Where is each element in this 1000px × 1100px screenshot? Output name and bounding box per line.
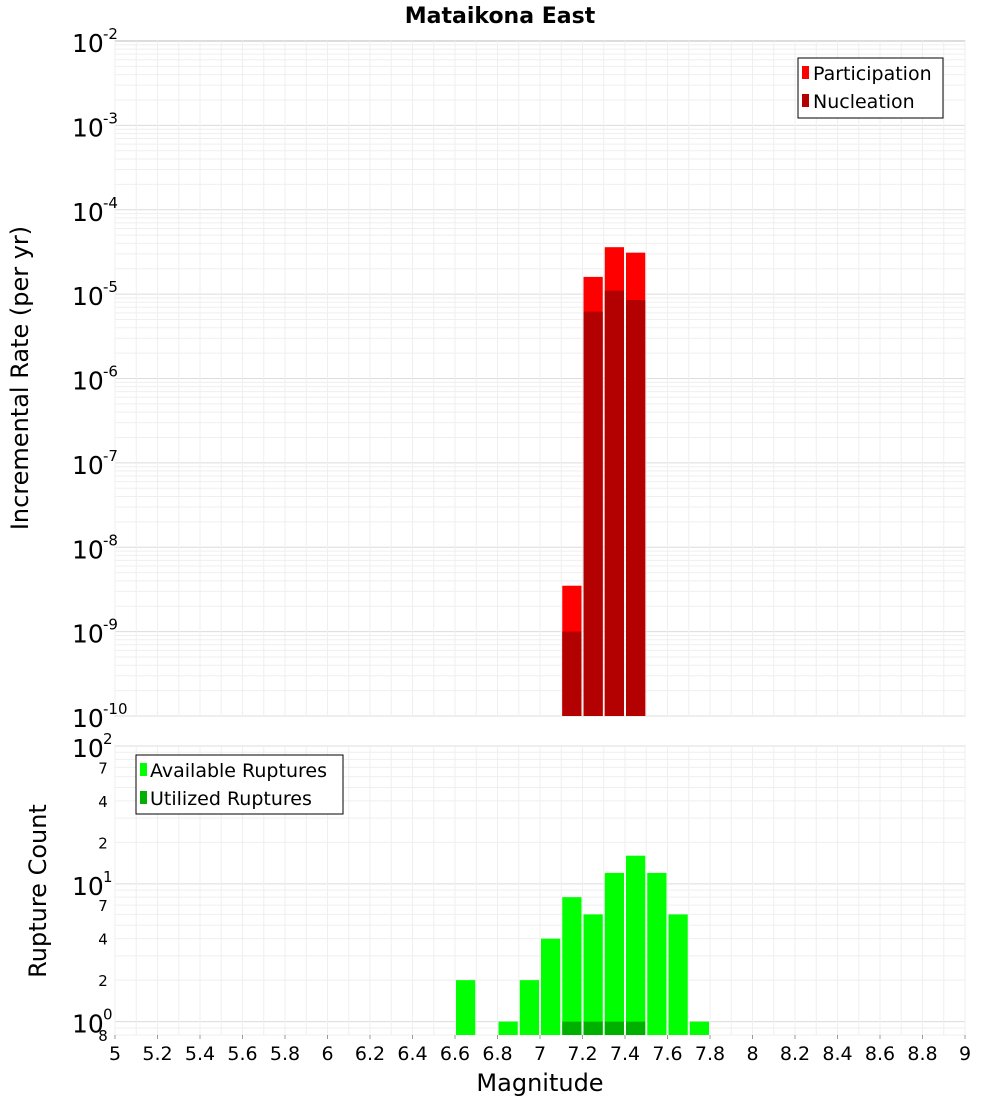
count-y-minor-tick: 7 [98, 897, 108, 915]
count-legend: Available Ruptures Utilized Ruptures [135, 754, 344, 815]
count-y-minor-tick: 7 [98, 759, 108, 777]
rate-bars [562, 247, 646, 716]
available-ruptures-bar [541, 938, 561, 1035]
utilized-ruptures-bar [562, 1021, 582, 1035]
available-ruptures-bar [689, 1021, 709, 1035]
x-tick-label: 8.4 [822, 1043, 852, 1065]
rate-legend: Participation Nucleation [797, 57, 944, 119]
count-y-tick-base: 10 [72, 734, 104, 763]
available-ruptures-bar [583, 914, 603, 1035]
available-ruptures-bar [604, 872, 624, 1035]
rate-y-tick-exponent: -10 [103, 700, 128, 718]
count-y-tick-base: 10 [72, 872, 104, 901]
utilized-ruptures-bar [626, 1021, 646, 1035]
rate-y-tick-exponent: -4 [103, 194, 118, 212]
rate-y-tick-base: 10 [72, 113, 104, 142]
rate-y-tick-base: 10 [72, 535, 104, 564]
count-y-tick-base: 10 [72, 1010, 104, 1039]
count-y-tick-exponent: 2 [103, 730, 113, 748]
rate-y-tick-exponent: -8 [103, 531, 118, 549]
count-y-minor-tick: 2 [98, 972, 108, 990]
rate-y-tick-exponent: -3 [103, 109, 118, 127]
available-ruptures-bar [519, 980, 539, 1035]
x-tick-label: 5 [109, 1043, 121, 1065]
rate-y-tick-base: 10 [72, 198, 104, 227]
available-ruptures-bar [562, 897, 582, 1035]
rate-panel: 10-210-310-410-510-610-710-810-910-10 In… [6, 25, 966, 733]
nucleation-bar [604, 290, 624, 716]
x-tick-label: 8.2 [780, 1043, 810, 1065]
x-tick-label: 8.6 [865, 1043, 895, 1065]
count-y-minor-tick: 4 [98, 931, 108, 949]
count-y-tick-exponent: 0 [103, 1006, 113, 1024]
count-y-axis-label: Rupture Count [24, 804, 52, 978]
x-tick-label: 6.8 [482, 1043, 512, 1065]
x-tick-label: 6.6 [440, 1043, 470, 1065]
legend-nucleation: Nucleation [813, 91, 915, 113]
x-tick-label: 5.4 [185, 1043, 215, 1065]
x-tick-label: 7 [534, 1043, 546, 1065]
rate-y-tick-base: 10 [72, 620, 104, 649]
x-tick-label: 6.2 [355, 1043, 385, 1065]
x-tick-label: 6 [321, 1043, 333, 1065]
nucleation-swatch [802, 94, 809, 107]
x-tick-label: 5.8 [270, 1043, 300, 1065]
available-ruptures-bar [456, 980, 476, 1035]
nucleation-bar [626, 300, 646, 716]
x-tick-label: 9 [959, 1043, 971, 1065]
count-y-minor-tick: 8 [98, 1027, 108, 1045]
x-tick-label: 8.8 [907, 1043, 937, 1065]
x-tick-label: 7.8 [695, 1043, 725, 1065]
count-y-tick-exponent: 1 [103, 868, 113, 886]
rate-y-tick-exponent: -7 [103, 447, 118, 465]
rate-y-tick-exponent: -5 [103, 278, 118, 296]
x-axis-label: Magnitude [476, 1069, 603, 1097]
available-ruptures-bar [647, 872, 667, 1035]
rate-grid [114, 41, 966, 717]
rate-y-tick-base: 10 [72, 367, 104, 396]
rate-y-tick-labels: 10-210-310-410-510-610-710-810-910-10 [72, 25, 128, 733]
available-swatch [140, 763, 147, 776]
x-tick-labels: 5 5.2 5.4 5.6 5.8 6 6.2 6.4 6.6 6.8 7 7.2 7.4 7.6 7.8 8… [109, 1035, 971, 1065]
x-tick-label: 5.6 [227, 1043, 257, 1065]
x-tick-label: 7.6 [652, 1043, 682, 1065]
participation-swatch [802, 66, 809, 79]
rate-y-tick-base: 10 [72, 451, 104, 480]
legend-available-ruptures: Available Ruptures [150, 760, 327, 782]
chart-title: Mataikona East [405, 4, 596, 29]
legend-utilized-ruptures: Utilized Ruptures [150, 788, 312, 810]
rate-y-tick-exponent: -6 [103, 363, 118, 381]
rate-y-tick-exponent: -9 [103, 616, 118, 634]
rate-y-tick-base: 10 [72, 704, 104, 733]
rate-y-axis-label: Incremental Rate (per yr) [6, 226, 34, 530]
count-y-minor-tick: 4 [98, 793, 108, 811]
rate-y-tick-base: 10 [72, 29, 104, 58]
count-bars [456, 855, 709, 1035]
x-tick-label: 6.4 [397, 1043, 427, 1065]
nucleation-bar [562, 631, 582, 716]
count-y-minor-tick: 2 [98, 834, 108, 852]
count-legend-box [135, 754, 344, 815]
rate-y-tick-base: 10 [72, 282, 104, 311]
x-tick-label: 7.4 [610, 1043, 640, 1065]
rate-legend-box [797, 57, 944, 119]
nucleation-bar [583, 311, 603, 716]
utilized-ruptures-bar [604, 1021, 624, 1035]
available-ruptures-bar [668, 914, 688, 1035]
x-tick-label: 8 [746, 1043, 758, 1065]
rate-y-tick-exponent: -2 [103, 25, 118, 43]
x-tick-label: 5.2 [142, 1043, 172, 1065]
utilized-ruptures-bar [583, 1021, 603, 1035]
available-ruptures-bar [626, 855, 646, 1035]
legend-participation: Participation [813, 63, 932, 85]
utilized-swatch [140, 791, 147, 804]
available-ruptures-bar [498, 1021, 518, 1035]
x-tick-label: 7.2 [567, 1043, 597, 1065]
